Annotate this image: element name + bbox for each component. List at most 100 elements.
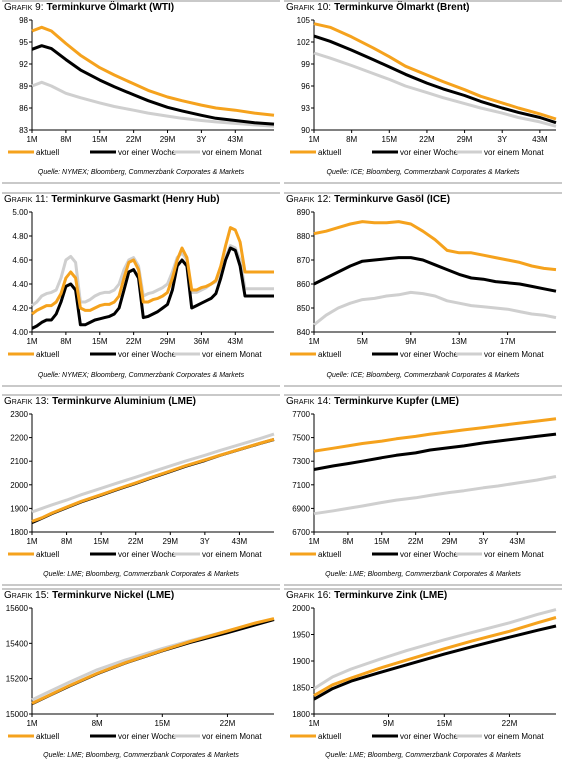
chart-g16: 1800 1850 1900 1950 2000 1M 9M 15M 22M aktuell vor… <box>290 604 557 741</box>
series-line-1 <box>313 624 557 701</box>
series-line-2 <box>313 475 557 516</box>
x-tick-label: 17M <box>500 337 516 346</box>
legend-label: aktuell <box>318 350 341 359</box>
x-tick-label: 1M <box>26 537 37 546</box>
chart-caption: Grafik 13: <box>4 396 50 407</box>
legend-label: vor einem Monat <box>484 148 544 157</box>
x-tick-label: 3Y <box>200 537 210 546</box>
legend-label: vor einer Woche <box>400 732 459 741</box>
x-tick-label: 1M <box>26 719 37 728</box>
y-tick-label: 95 <box>19 38 28 47</box>
chart-panel-g9: Grafik 9: Terminkurve Ölmarkt (WTI) 83 86 8… <box>2 0 280 191</box>
panel-footer-rule <box>2 182 280 184</box>
chart-caption: Grafik 9: <box>4 2 44 13</box>
y-tick-label: 92 <box>19 60 28 69</box>
series-line-1 <box>31 246 274 330</box>
y-tick-label: 83 <box>19 126 28 135</box>
chart-title-text: Terminkurve Ölmarkt (Brent) <box>334 2 470 13</box>
chart-g9: 83 86 89 92 95 98 1M 8M 15M 22M 29M 3Y 43M aktuell vor… <box>8 16 275 157</box>
series-line-0 <box>313 22 557 121</box>
series-line-2 <box>31 432 275 514</box>
chart-caption: Grafik 15: <box>4 590 50 601</box>
series-line-1 <box>313 432 557 471</box>
y-tick-label: 890 <box>297 208 311 217</box>
x-tick-label: 22M <box>220 719 236 728</box>
series-line-0 <box>31 617 275 705</box>
y-tick-label: 4.60 <box>12 256 28 265</box>
panel-footer-rule <box>284 584 562 586</box>
y-tick-label: 860 <box>297 280 311 289</box>
y-tick-label: 1800 <box>292 710 310 719</box>
x-tick-label: 22M <box>126 135 142 144</box>
chart-source: Quelle: ICE; Bloomberg, Commerzbank Corp… <box>326 169 520 176</box>
chart-title: Grafik 10: Terminkurve Ölmarkt (Brent) <box>286 2 469 13</box>
x-tick-label: 13M <box>451 337 467 346</box>
legend-label: aktuell <box>318 732 341 741</box>
y-tick-label: 880 <box>297 232 311 241</box>
legend-label: aktuell <box>318 550 341 559</box>
x-tick-label: 43M <box>232 537 248 546</box>
panel-header <box>2 0 280 15</box>
chart-panel-g16: Grafik 16: Terminkurve Zink (LME) 1800 185… <box>284 588 562 779</box>
panel-header <box>284 192 562 207</box>
x-tick-label: 22M <box>419 135 435 144</box>
legend-label: vor einem Monat <box>202 732 262 741</box>
chart-title-text: Terminkurve Aluminium (LME) <box>52 396 196 407</box>
series-line-0 <box>313 616 557 697</box>
legend-label: vor einer Woche <box>118 550 177 559</box>
chart-source: Quelle: NYMEX; Bloomberg, Commerzbank Co… <box>37 372 245 379</box>
y-tick-label: 89 <box>19 82 28 91</box>
series-line-0 <box>31 25 275 117</box>
y-tick-label: 840 <box>297 328 311 337</box>
chart-title: Grafik 11: Terminkurve Gasmarkt (Henry Hu… <box>4 194 220 205</box>
legend-label: vor einer Woche <box>118 732 177 741</box>
series-line-2 <box>313 290 557 326</box>
x-tick-label: 1M <box>26 135 37 144</box>
y-tick-label: 2200 <box>10 434 28 443</box>
x-tick-label: 43M <box>227 135 243 144</box>
chart-source: Quelle: LME; Bloomberg, Commerzbank Corp… <box>43 571 239 578</box>
y-tick-label: 870 <box>297 256 311 265</box>
chart-g13: 1800 1900 2000 2100 2200 2300 1M 8M 15M 22M 29M 3Y 4… <box>8 410 275 559</box>
y-tick-label: 850 <box>297 304 311 313</box>
x-tick-label: 3Y <box>497 135 507 144</box>
y-tick-label: 86 <box>19 104 28 113</box>
panel-header <box>284 394 562 409</box>
y-tick-label: 6900 <box>292 504 310 513</box>
series-line-2 <box>313 51 557 128</box>
legend-label: vor einem Monat <box>484 732 544 741</box>
y-tick-label: 1900 <box>292 657 310 666</box>
chart-title-text: Terminkurve Gasöl (ICE) <box>334 194 451 205</box>
chart-title-text: Terminkurve Nickel (LME) <box>52 590 175 601</box>
chart-panel-g12: Grafik 12: Terminkurve Gasöl (ICE) 840 850… <box>284 192 562 387</box>
y-tick-label: 15600 <box>6 604 29 613</box>
x-tick-label: 15M <box>437 719 453 728</box>
x-tick-label: 15M <box>382 135 398 144</box>
series-line-1 <box>313 256 557 293</box>
y-tick-label: 102 <box>297 38 311 47</box>
series-line-2 <box>31 244 274 307</box>
chart-panel-g10: Grafik 10: Terminkurve Ölmarkt (Brent) 90… <box>284 0 562 191</box>
chart-title-text: Terminkurve Zink (LME) <box>334 590 448 601</box>
x-tick-label: 22M <box>408 537 424 546</box>
chart-title-text: Terminkurve Ölmarkt (WTI) <box>46 2 175 13</box>
chart-caption: Grafik 11: <box>4 194 49 205</box>
x-tick-label: 29M <box>457 135 473 144</box>
chart-title: Grafik 15: Terminkurve Nickel (LME) <box>4 590 174 601</box>
series-line-1 <box>31 438 275 524</box>
series-line-2 <box>313 608 557 690</box>
series-line-0 <box>31 226 274 316</box>
y-tick-label: 4.80 <box>12 232 28 241</box>
chart-title: Grafik 12: Terminkurve Gasöl (ICE) <box>286 194 450 205</box>
chart-source: Quelle: LME; Bloomberg, Commerzbank Corp… <box>43 752 239 759</box>
series-line-1 <box>31 44 275 126</box>
chart-g12: 840 850 860 870 880 890 1M 5M 9M 13M 17M aktuell vor… <box>290 208 557 359</box>
x-tick-label: 29M <box>163 537 179 546</box>
y-tick-label: 1900 <box>10 504 28 513</box>
y-tick-label: 2300 <box>10 410 28 419</box>
chart-caption: Grafik 16: <box>286 590 332 601</box>
legend-label: vor einer Woche <box>400 148 459 157</box>
y-tick-label: 7300 <box>292 457 310 466</box>
legend-label: aktuell <box>318 148 341 157</box>
x-tick-label: 43M <box>532 135 548 144</box>
